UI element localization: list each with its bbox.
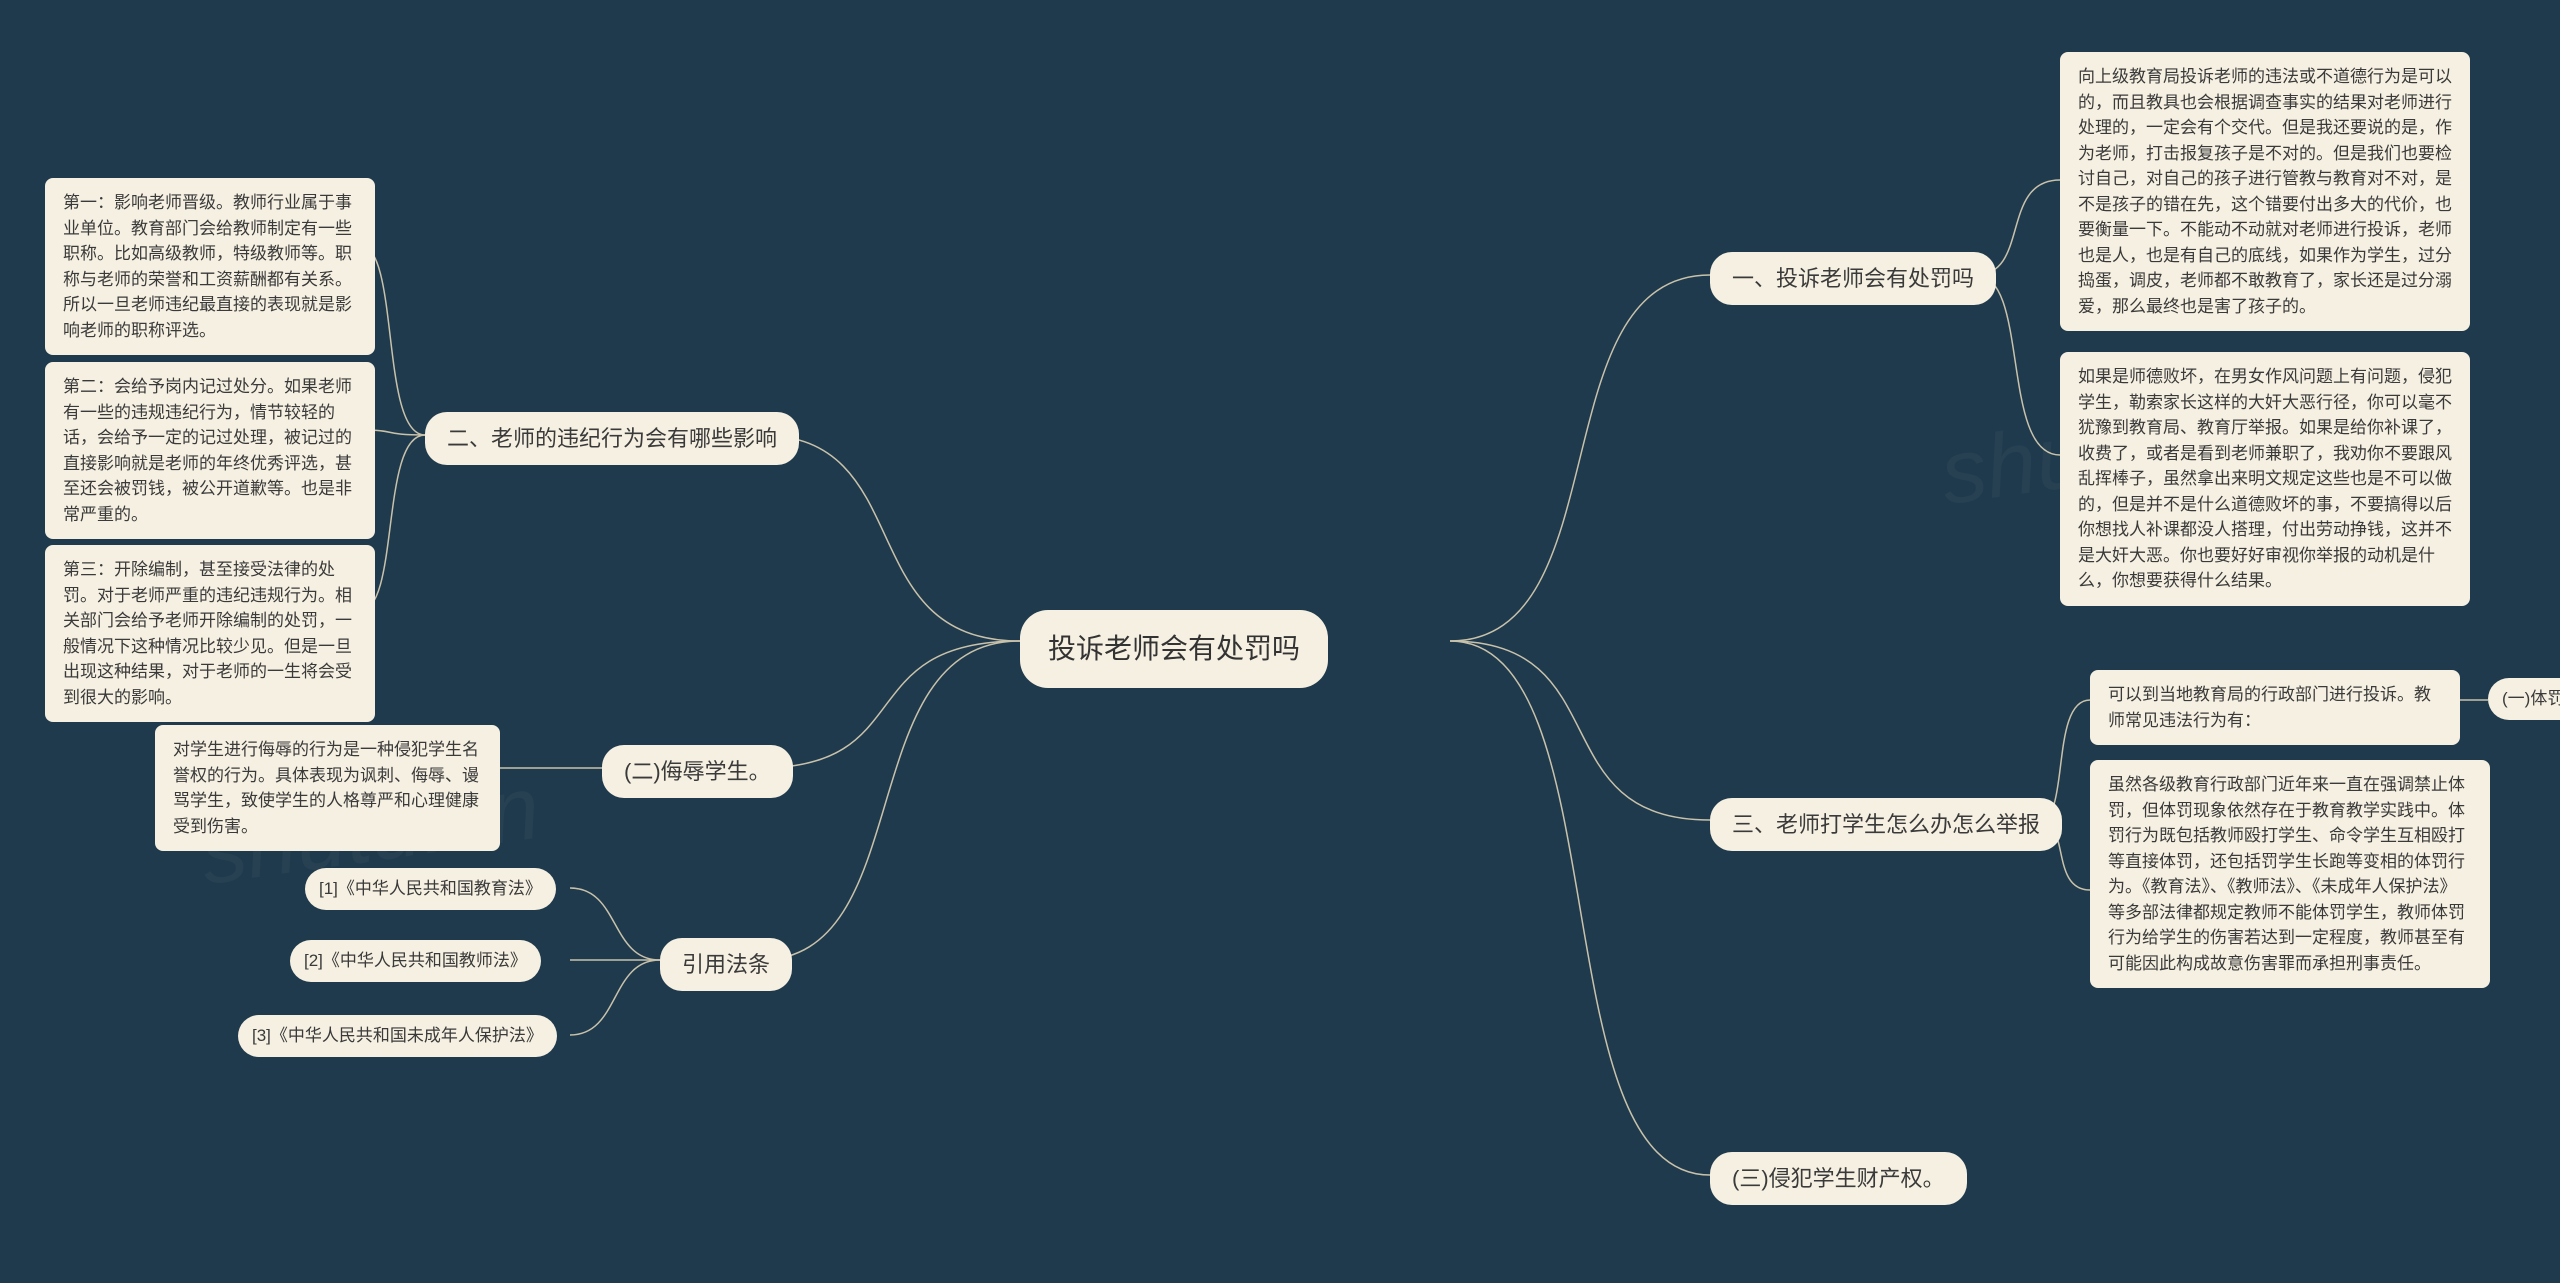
branch-2: 二、老师的违纪行为会有哪些影响 xyxy=(425,412,799,465)
branch-er-leaf: 对学生进行侮辱的行为是一种侵犯学生名誉权的行为。具体表现为讽刺、侮辱、谩骂学生，… xyxy=(155,725,500,851)
branch-3-sub: (一)体罚学生。 xyxy=(2488,678,2560,720)
branch-2-leaf-0: 第一：影响老师晋级。教师行业属于事业单位。教育部门会给教师制定有一些职称。比如高… xyxy=(45,178,375,355)
branch-san: (三)侵犯学生财产权。 xyxy=(1710,1152,1967,1205)
branch-er: (二)侮辱学生。 xyxy=(602,745,793,798)
root-node: 投诉老师会有处罚吗 xyxy=(1020,610,1328,688)
branch-ref: 引用法条 xyxy=(660,938,792,991)
branch-ref-leaf-0: [1]《中华人民共和国教育法》 xyxy=(305,868,556,910)
branch-1: 一、投诉老师会有处罚吗 xyxy=(1710,252,1996,305)
branch-3-leaf-1: 虽然各级教育行政部门近年来一直在强调禁止体罚，但体罚现象依然存在于教育教学实践中… xyxy=(2090,760,2490,988)
branch-3-leaf-0: 可以到当地教育局的行政部门进行投诉。教师常见违法行为有： xyxy=(2090,670,2460,745)
branch-3: 三、老师打学生怎么办怎么举报 xyxy=(1710,798,2062,851)
branch-1-leaf-1: 如果是师德败坏，在男女作风问题上有问题，侵犯学生，勒索家长这样的大奸大恶行径，你… xyxy=(2060,352,2470,606)
branch-1-leaf-0: 向上级教育局投诉老师的违法或不道德行为是可以的，而且教具也会根据调查事实的结果对… xyxy=(2060,52,2470,331)
branch-ref-leaf-1: [2]《中华人民共和国教师法》 xyxy=(290,940,541,982)
branch-2-leaf-2: 第三：开除编制，甚至接受法律的处罚。对于老师严重的违纪违规行为。相关部门会给予老… xyxy=(45,545,375,722)
branch-2-leaf-1: 第二：会给予岗内记过处分。如果老师有一些的违规违纪行为，情节较轻的话，会给予一定… xyxy=(45,362,375,539)
branch-ref-leaf-2: [3]《中华人民共和国未成年人保护法》 xyxy=(238,1015,557,1057)
